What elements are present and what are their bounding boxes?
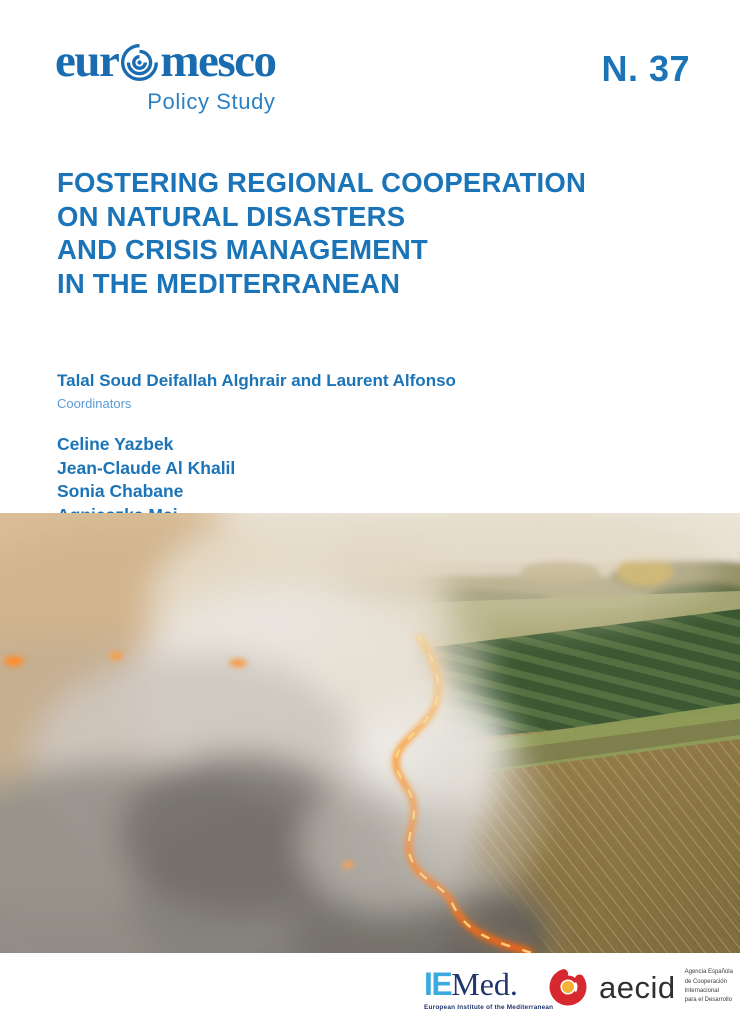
footer: IEMed. European Institute of the Mediter… [0, 953, 740, 1035]
aecid-tagline-line: de Cooperación [684, 978, 727, 985]
cover-photo [0, 513, 740, 953]
aecid-wordmark: aecid [599, 969, 676, 1005]
aecid-logo: aecid Agencia Española de Cooperación In… [546, 965, 733, 1009]
euromesco-spiral-icon [121, 43, 159, 82]
coordinators-names: Talal Soud Deifallah Alghrair and Lauren… [57, 371, 456, 390]
contributor-name: Jean-Claude Al Khalil [57, 457, 236, 478]
euromesco-logo: eur mesco Policy Study [55, 35, 277, 115]
title-line: ON NATURAL DISASTERS [57, 200, 406, 232]
issue-number: N. 37 [601, 48, 690, 89]
contributor-name: Celine Yazbek [57, 434, 174, 454]
aecid-tagline-line: para el Desarrollo [684, 997, 732, 1004]
euromesco-wordmark-right: mesco [160, 35, 277, 87]
aecid-tagline-line: Internacional [684, 988, 719, 994]
contributor-name: Sonia Chabane [57, 481, 184, 501]
iemed-tagline: European Institute of the Mediterranean [424, 1004, 554, 1011]
wildfire-photo-illustration [0, 513, 740, 953]
euromesco-wordmark: eur mesco [55, 35, 277, 87]
iemed-wordmark-med: Med. [451, 966, 518, 1002]
page-title: FOSTERING REGIONAL COOPERATION ON NATURA… [57, 166, 586, 300]
policy-study-subtitle: Policy Study [147, 89, 276, 114]
aecid-tagline: Agencia Española de Cooperación Internac… [685, 968, 733, 1005]
iemed-logo: IEMed. European Institute of the Mediter… [424, 968, 553, 1011]
title-line: FOSTERING REGIONAL COOPERATION [57, 167, 587, 198]
iemed-wordmark-ie: IE [424, 966, 453, 1002]
title-line: IN THE MEDITERRANEAN [57, 267, 401, 299]
iemed-wordmark: IEMed. [424, 968, 553, 1000]
header: eur mesco Policy Study N. 37 [55, 38, 690, 115]
coordinators-label: Coordinators [57, 396, 132, 411]
aecid-icon [549, 968, 587, 1006]
title-line: AND CRISIS MANAGEMENT [57, 234, 428, 265]
authors-block: Talal Soud Deifallah Alghrair and Lauren… [57, 371, 456, 527]
aecid-tagline-line: Agencia Española [684, 969, 733, 976]
euromesco-wordmark-left: eur [55, 35, 120, 87]
